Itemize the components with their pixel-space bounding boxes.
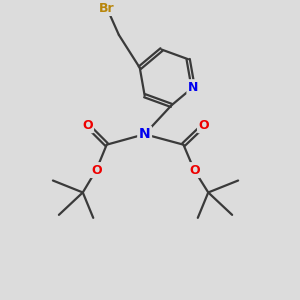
Text: Br: Br [99,2,115,14]
Text: O: O [91,164,101,177]
Text: O: O [199,119,209,132]
Text: N: N [139,127,150,141]
Text: O: O [189,164,200,177]
Text: O: O [82,119,93,132]
Text: N: N [188,81,198,94]
